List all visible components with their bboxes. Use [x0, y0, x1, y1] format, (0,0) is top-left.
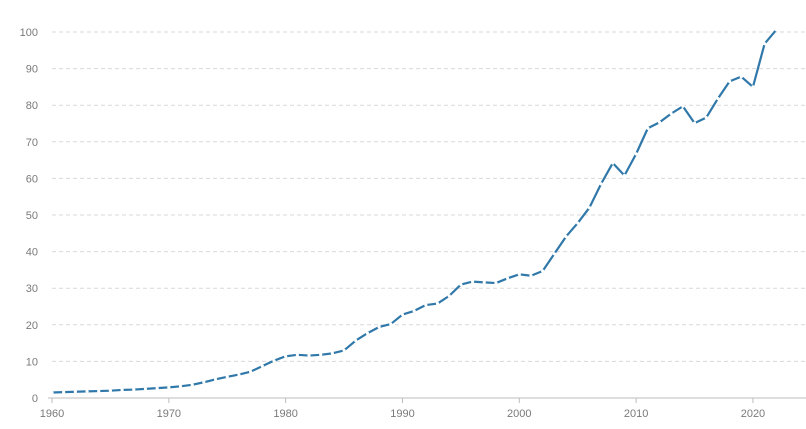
data-point[interactable]	[73, 390, 77, 394]
data-point[interactable]	[319, 353, 323, 357]
y-tick-label: 30	[26, 283, 38, 295]
data-point[interactable]	[506, 276, 510, 280]
data-point[interactable]	[225, 375, 229, 379]
data-point[interactable]	[552, 252, 556, 256]
data-point[interactable]	[85, 389, 89, 394]
data-point[interactable]	[260, 364, 264, 368]
data-point[interactable]	[178, 384, 183, 388]
data-point[interactable]	[564, 234, 568, 239]
data-point[interactable]	[354, 338, 358, 343]
data-point[interactable]	[739, 75, 743, 79]
data-point[interactable]	[541, 269, 545, 273]
data-point[interactable]	[634, 152, 638, 156]
y-tick-label: 0	[32, 393, 38, 405]
data-point[interactable]	[517, 272, 521, 276]
y-tick-label: 70	[26, 137, 38, 149]
x-tick-label: 1970	[157, 408, 181, 420]
data-point[interactable]	[295, 353, 299, 357]
data-point[interactable]	[237, 372, 241, 377]
data-point[interactable]	[50, 390, 54, 395]
x-tick-label: 2000	[507, 408, 531, 420]
data-point[interactable]	[763, 42, 767, 46]
data-point[interactable]	[482, 280, 486, 284]
data-point[interactable]	[190, 383, 194, 387]
y-axis-tick-labels: 0 10 20 30 40 50 60 70 80 90 100	[20, 27, 38, 405]
data-point[interactable]	[576, 221, 580, 225]
data-point[interactable]	[412, 309, 416, 313]
data-point[interactable]	[330, 351, 334, 355]
y-tick-label: 60	[26, 173, 38, 185]
data-point[interactable]	[424, 303, 428, 307]
series-layer	[50, 28, 778, 395]
data-point[interactable]	[132, 387, 136, 392]
data-point[interactable]	[447, 294, 451, 298]
data-point[interactable]	[435, 301, 440, 306]
data-point[interactable]	[459, 282, 463, 287]
y-tick-label: 40	[26, 247, 38, 259]
data-point[interactable]	[611, 161, 615, 165]
data-point[interactable]	[587, 206, 592, 210]
data-point[interactable]	[529, 274, 533, 278]
data-point[interactable]	[681, 104, 685, 108]
data-point[interactable]	[272, 359, 276, 363]
data-point[interactable]	[365, 331, 370, 335]
data-point[interactable]	[108, 389, 113, 393]
data-point[interactable]	[716, 97, 720, 101]
data-point[interactable]	[400, 312, 405, 317]
data-point[interactable]	[377, 325, 381, 329]
data-point[interactable]	[727, 79, 732, 84]
y-tick-label: 80	[26, 100, 38, 112]
data-point[interactable]	[657, 120, 662, 124]
data-point[interactable]	[669, 112, 673, 116]
y-tick-label: 100	[20, 27, 38, 39]
data-point[interactable]	[692, 121, 697, 125]
y-tick-label: 10	[26, 356, 38, 368]
x-tick-label: 1960	[40, 408, 64, 420]
data-point[interactable]	[155, 386, 159, 390]
y-tick-label: 50	[26, 210, 38, 222]
data-point[interactable]	[143, 387, 148, 391]
grid	[52, 31, 806, 362]
data-point[interactable]	[774, 28, 778, 32]
x-tick-label: 1980	[273, 408, 297, 420]
x-tick-label: 1990	[390, 408, 414, 420]
data-point[interactable]	[389, 322, 393, 326]
data-point[interactable]	[167, 385, 171, 389]
data-point[interactable]	[646, 126, 650, 130]
data-point[interactable]	[494, 281, 498, 285]
data-point[interactable]	[284, 354, 288, 358]
data-point[interactable]	[213, 377, 218, 381]
y-tick-label: 20	[26, 320, 38, 332]
data-point[interactable]	[622, 173, 627, 178]
data-point[interactable]	[249, 370, 253, 374]
data-point[interactable]	[120, 388, 124, 392]
x-tick-label: 2020	[741, 408, 765, 420]
data-point[interactable]	[97, 389, 101, 393]
data-point[interactable]	[470, 280, 475, 284]
series-line	[50, 28, 778, 394]
data-point[interactable]	[751, 85, 755, 89]
data-point[interactable]	[704, 116, 708, 120]
x-axis-tick-labels: 1960 1970 1980 1990 2000 2010 2020	[40, 408, 765, 420]
data-point[interactable]	[307, 353, 311, 358]
data-point[interactable]	[202, 380, 206, 384]
x-tick-label: 2010	[624, 408, 648, 420]
axes	[48, 397, 806, 403]
data-point[interactable]	[62, 390, 66, 394]
data-point[interactable]	[342, 348, 346, 353]
y-tick-label: 90	[26, 64, 38, 76]
data-point[interactable]	[599, 182, 603, 186]
